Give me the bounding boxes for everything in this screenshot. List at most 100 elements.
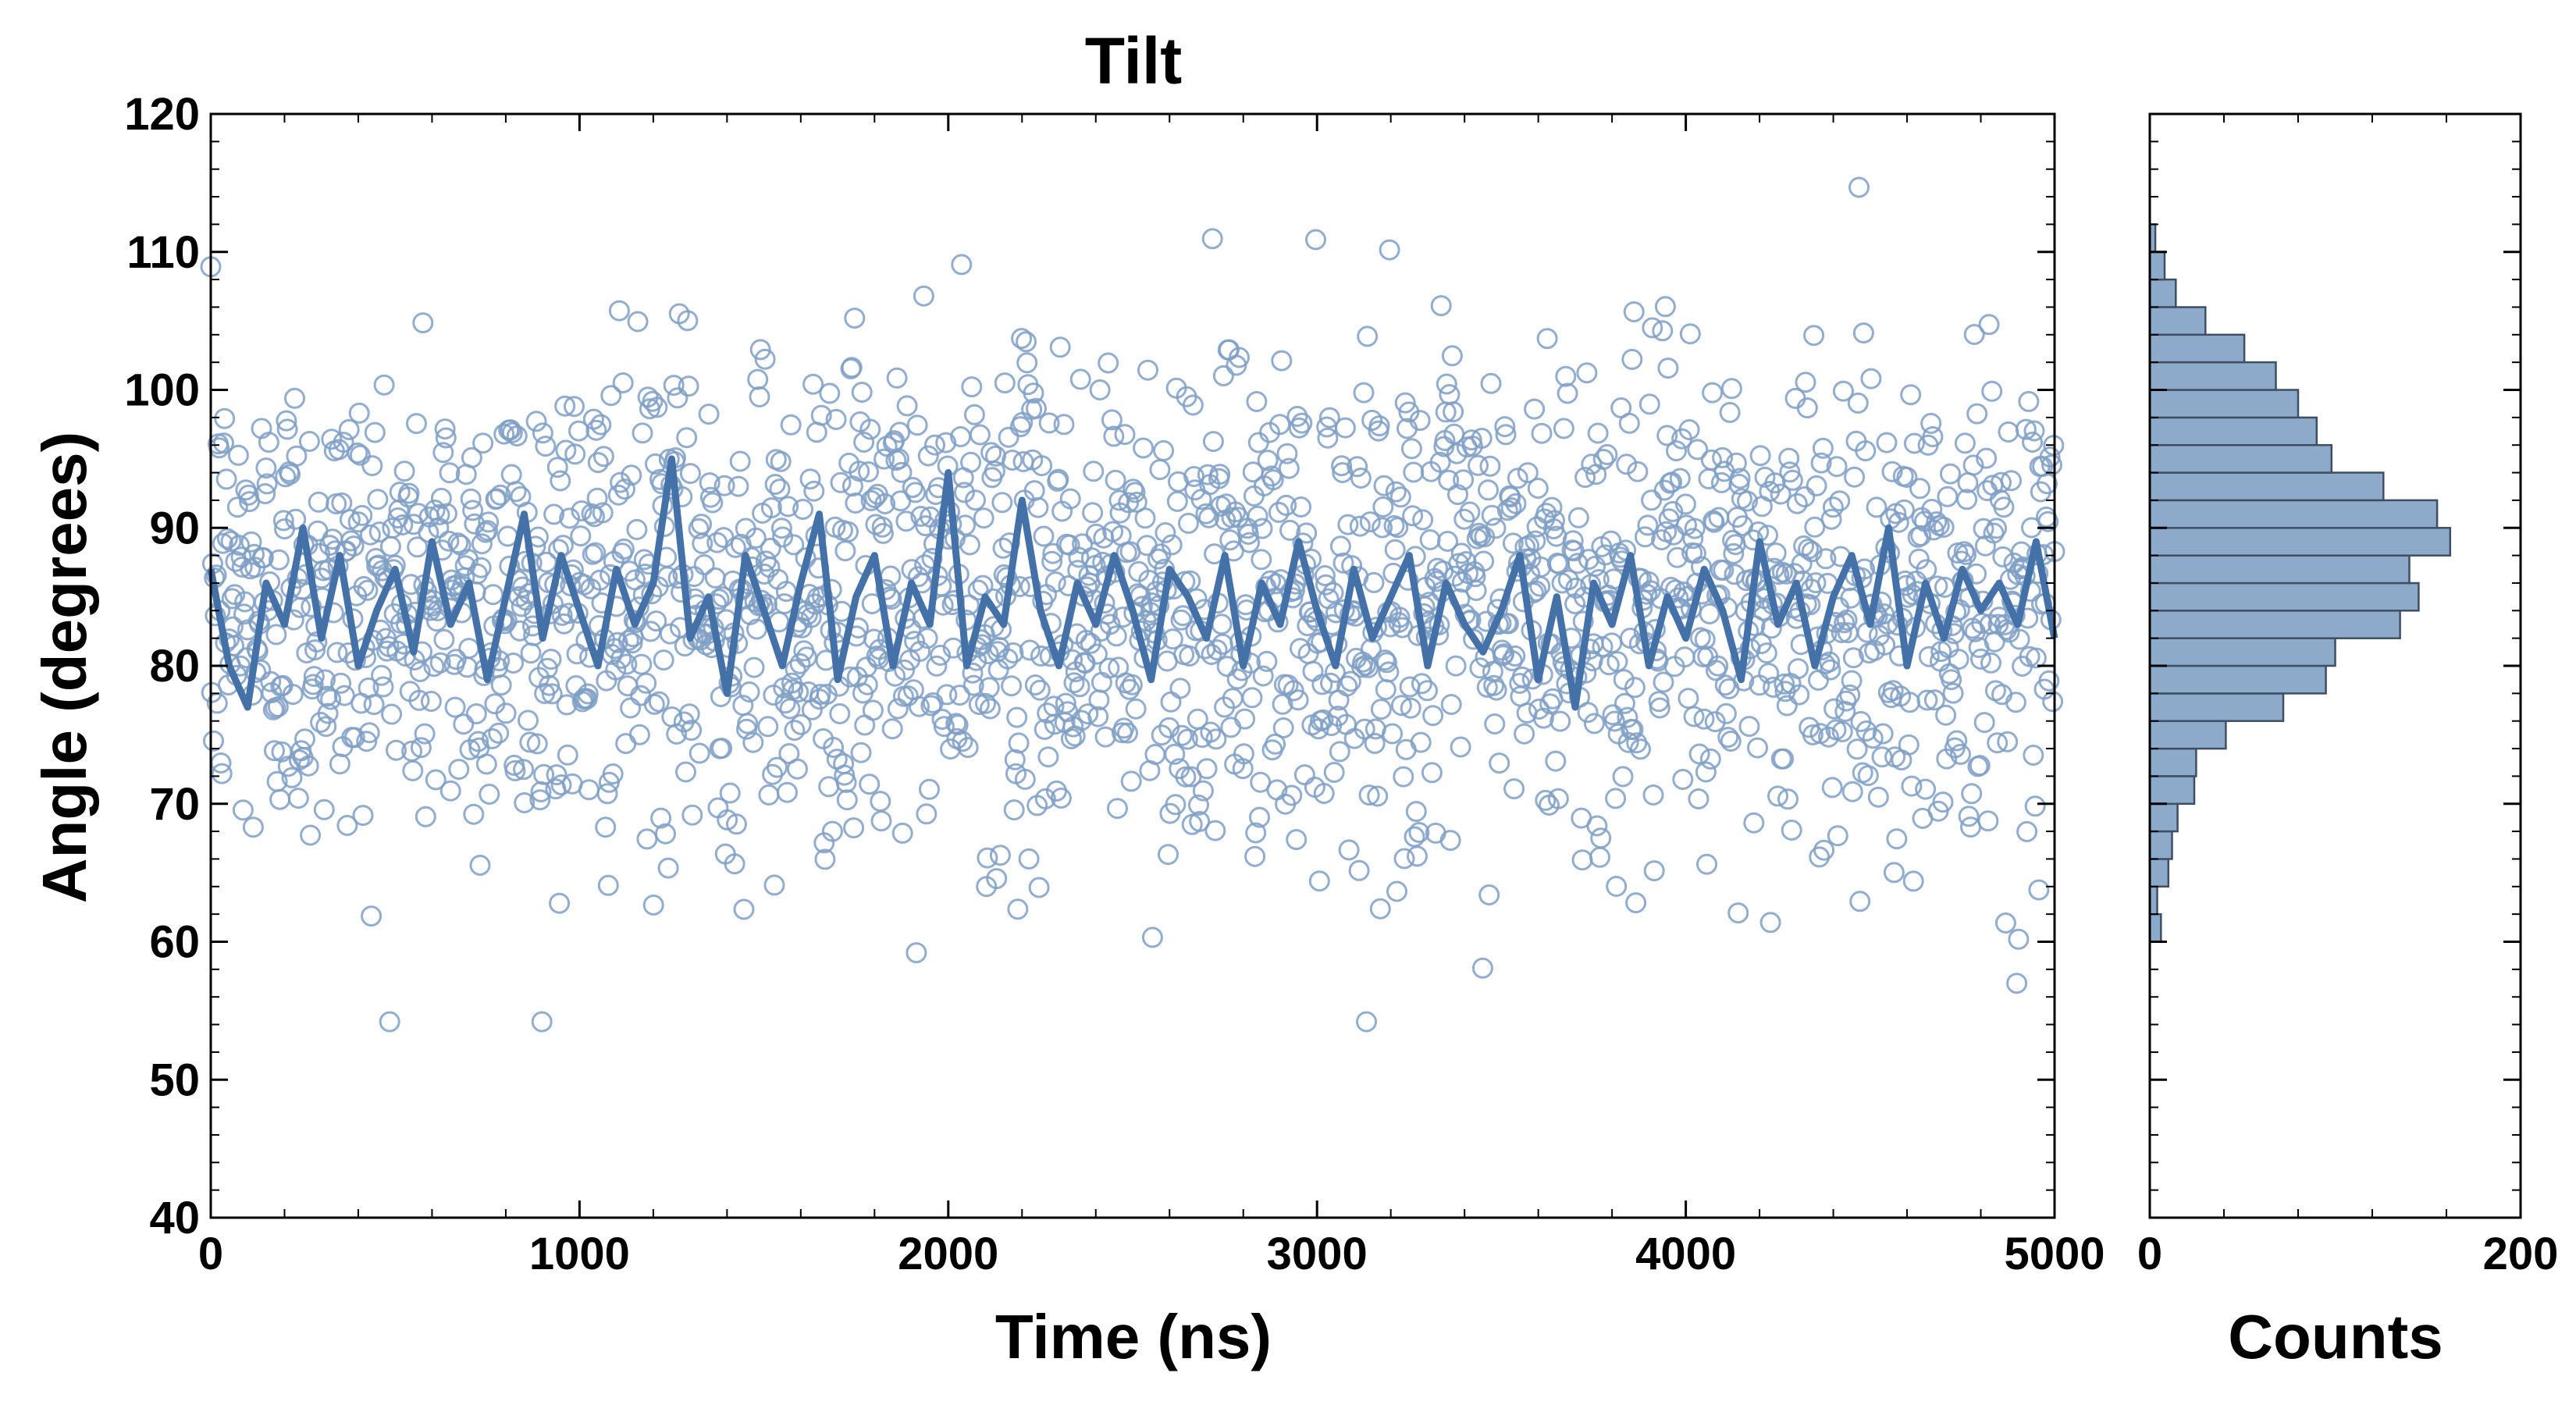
data-point (849, 461, 870, 482)
data-point (2006, 973, 2028, 994)
data-point (959, 534, 980, 556)
data-point (505, 481, 527, 503)
data-point (1205, 728, 1227, 750)
data-point (767, 756, 788, 778)
x-tick-label: 5000 (2004, 1229, 2105, 1279)
data-point (1839, 684, 1861, 706)
data-point (653, 649, 674, 671)
data-point (1006, 706, 1028, 728)
data-point (780, 414, 802, 436)
data-point (1614, 692, 1635, 714)
data-point (1244, 845, 1266, 867)
histogram-plot-frame (2148, 112, 2522, 1219)
data-point (2022, 432, 2044, 453)
data-point (1603, 710, 1625, 732)
data-point (1848, 176, 1870, 198)
data-point (1134, 507, 1156, 529)
data-point (1029, 679, 1051, 701)
data-point (353, 576, 375, 597)
data-point (1505, 493, 1527, 514)
data-point (600, 385, 622, 407)
data-point (1144, 744, 1166, 765)
data-point (1700, 449, 1722, 471)
histogram-bar (2148, 389, 2300, 419)
data-point (729, 450, 751, 472)
data-point (509, 620, 531, 642)
data-point (726, 813, 747, 835)
data-point (1857, 765, 1879, 787)
data-point (1089, 379, 1111, 400)
data-point (471, 533, 493, 555)
x-axis-title: Time (ns) (995, 1302, 1272, 1371)
data-point (933, 716, 955, 738)
data-point (1444, 565, 1466, 587)
data-point (702, 492, 724, 514)
data-point (585, 542, 607, 564)
data-point (1099, 614, 1121, 635)
data-point (1172, 605, 1194, 627)
data-point (1359, 511, 1381, 533)
data-point (1374, 649, 1396, 671)
data-point (1098, 352, 1119, 374)
data-point (1489, 752, 1510, 774)
data-point (1410, 731, 1432, 753)
data-point (294, 728, 315, 750)
data-point (891, 822, 913, 844)
data-point (1403, 461, 1425, 483)
data-point (1050, 788, 1072, 809)
data-point (1478, 479, 1499, 501)
data-point (975, 692, 996, 714)
data-point (339, 509, 361, 530)
data-point (546, 457, 568, 478)
data-point (1308, 870, 1330, 892)
data-point (281, 767, 303, 788)
data-point (1511, 666, 1533, 688)
data-point (924, 434, 945, 456)
data-point (1107, 798, 1128, 820)
data-point (518, 710, 539, 731)
data-point (1471, 428, 1493, 449)
data-point (1247, 432, 1269, 454)
data-point (1197, 464, 1219, 486)
data-point (1471, 957, 1493, 979)
data-point (984, 461, 1005, 482)
data-point (1407, 845, 1428, 867)
data-point (1313, 783, 1335, 804)
data-point (881, 718, 903, 740)
y-tick-label: 50 (149, 1055, 200, 1105)
data-point (1991, 684, 2013, 706)
data-point (1627, 461, 1649, 482)
data-point (1623, 301, 1645, 322)
data-point (1296, 522, 1318, 544)
data-point (635, 672, 657, 694)
data-point (1860, 368, 1882, 389)
data-point (364, 422, 386, 443)
data-point (953, 482, 975, 503)
data-point (870, 791, 891, 813)
data-point (1305, 229, 1326, 251)
histogram-x-axis-title: Counts (2228, 1302, 2443, 1371)
data-point (1714, 674, 1736, 696)
y-tick-label: 120 (124, 89, 200, 140)
data-point (1201, 228, 1223, 250)
data-point (1252, 665, 1274, 687)
data-point (1063, 672, 1085, 694)
data-point (265, 624, 287, 646)
data-point (1953, 541, 1975, 563)
histogram-bar (2148, 306, 2207, 336)
data-point (552, 535, 574, 557)
data-point (506, 425, 528, 446)
data-point (1770, 483, 1791, 505)
data-point (1933, 517, 1955, 538)
data-point (1993, 496, 2015, 518)
y-tick-label: 80 (149, 641, 200, 692)
data-point (1886, 828, 1908, 850)
data-point (1981, 380, 2003, 402)
data-point (1440, 694, 1462, 715)
data-point (905, 482, 927, 503)
data-point (1485, 679, 1507, 701)
histogram-bar (2148, 416, 2318, 446)
data-point (602, 763, 624, 784)
data-point (845, 493, 866, 514)
data-point (367, 489, 389, 510)
